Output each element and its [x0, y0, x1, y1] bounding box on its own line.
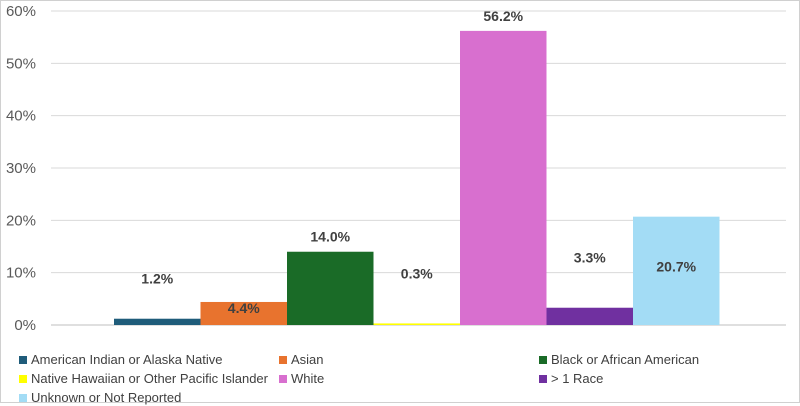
- legend-swatch: [539, 355, 547, 364]
- data-label: 1.2%: [141, 271, 173, 287]
- legend-item: Black or African American: [539, 351, 789, 368]
- data-label: 20.7%: [656, 259, 696, 275]
- legend-item: Native Hawaiian or Other Pacific Islande…: [19, 370, 279, 387]
- bars: [114, 30, 720, 326]
- y-tick-label: 30%: [6, 160, 36, 177]
- legend-label: Asian: [291, 352, 324, 367]
- legend-swatch: [539, 374, 547, 383]
- bar-3: [373, 323, 460, 325]
- legend-item: American Indian or Alaska Native: [19, 351, 279, 368]
- data-labels: 1.2% 4.4% 14.0% 0.3% 56.2% 3.3% 20.7%: [141, 8, 696, 316]
- y-tick-label: 40%: [6, 108, 36, 125]
- legend-swatch: [19, 374, 27, 383]
- y-axis-ticks: 0% 10% 20% 30% 40% 50% 60%: [6, 3, 36, 334]
- legend-label: Black or African American: [551, 352, 700, 367]
- legend-label: > 1 Race: [551, 371, 604, 386]
- legend-label: Unknown or Not Reported: [31, 390, 182, 405]
- y-tick-label: 10%: [6, 265, 36, 282]
- bar-0: [114, 318, 201, 325]
- y-tick-label: 20%: [6, 212, 36, 229]
- legend-item: > 1 Race: [539, 370, 789, 387]
- legend-item: Unknown or Not Reported: [19, 389, 279, 406]
- bar-5: [546, 307, 633, 325]
- legend-swatch: [19, 355, 27, 364]
- bar-4: [460, 30, 547, 326]
- legend-item: White: [279, 370, 539, 387]
- legend-swatch: [279, 374, 287, 383]
- data-label: 4.4%: [228, 300, 260, 316]
- data-label: 14.0%: [310, 229, 350, 245]
- legend: American Indian or Alaska Native Asian Bla…: [19, 351, 789, 406]
- bar-2: [287, 251, 374, 325]
- legend-label: Native Hawaiian or Other Pacific Islande…: [31, 371, 268, 386]
- data-label: 3.3%: [574, 250, 606, 266]
- legend-label: White: [291, 371, 325, 386]
- legend-item: Asian: [279, 351, 539, 368]
- y-tick-label: 50%: [6, 55, 36, 72]
- bar-6: [633, 216, 720, 325]
- bar-chart: 0% 10% 20% 30% 40% 50% 60% 1.2% 4.4% 14.0% 0.3% 56…: [6, 3, 786, 334]
- legend-swatch: [19, 393, 27, 402]
- gridlines: [51, 10, 786, 326]
- bar-1: [200, 301, 287, 325]
- data-label: 56.2%: [483, 8, 523, 24]
- legend-swatch: [279, 355, 287, 364]
- legend-label: American Indian or Alaska Native: [31, 352, 223, 367]
- y-tick-label: 0%: [14, 317, 36, 334]
- y-tick-label: 60%: [6, 3, 36, 20]
- data-label: 0.3%: [401, 265, 433, 281]
